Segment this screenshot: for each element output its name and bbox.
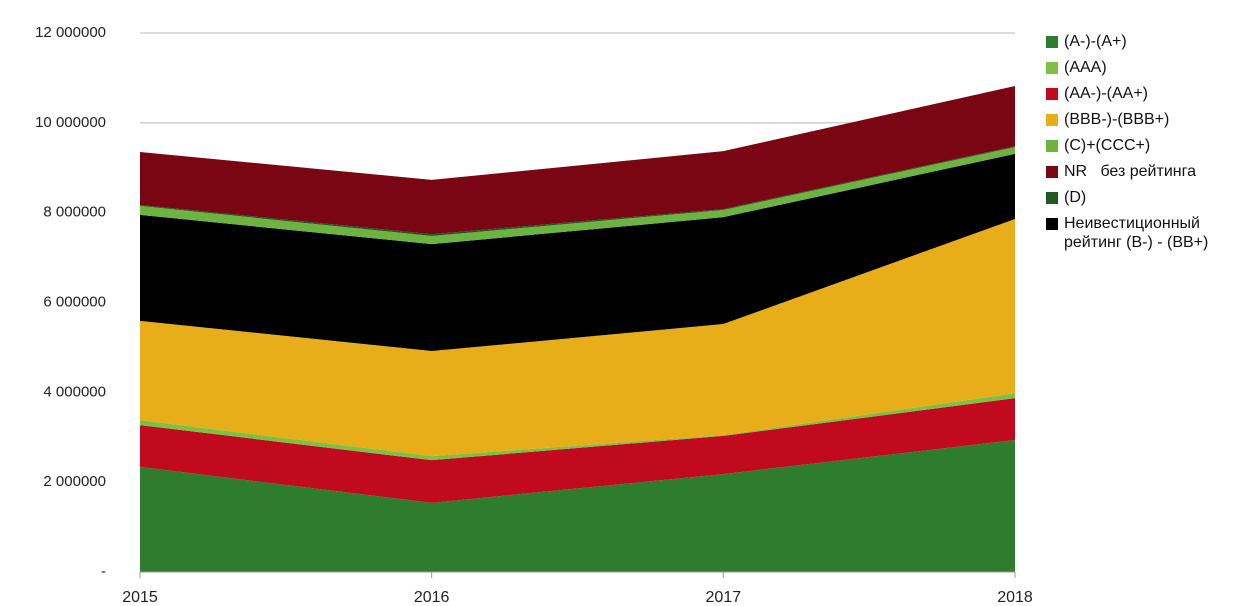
legend-item: (D) — [1046, 188, 1240, 207]
y-tick-label: 12 000000 — [35, 24, 106, 41]
x-tick-label: 2018 — [997, 589, 1033, 606]
legend-item: (C)+(CCC+) — [1046, 136, 1240, 155]
legend-label: (C)+(CCC+) — [1064, 137, 1151, 154]
legend-label: (A-)-(A+) — [1064, 33, 1127, 50]
legend-swatch — [1046, 192, 1058, 204]
legend-label: (AA-)-(AA+) — [1064, 85, 1148, 102]
x-tick-label: 2016 — [414, 589, 450, 606]
legend-label: (D) — [1064, 189, 1087, 206]
y-tick-label: 4 000000 — [43, 383, 106, 400]
legend-swatch — [1046, 218, 1058, 230]
legend-label: NR без рейтинга — [1064, 163, 1196, 180]
area — [140, 393, 1015, 461]
legend-swatch — [1046, 140, 1058, 152]
legend-label: Неивестиционный рейтинг (B-) - (BB+) — [1064, 215, 1209, 251]
area — [140, 439, 1015, 572]
x-tick-label: 2017 — [706, 589, 742, 606]
y-tick-label: 8 000000 — [43, 204, 106, 221]
legend-swatch — [1046, 36, 1058, 48]
legend-item: (BBB-)-(BBB+) — [1046, 110, 1240, 129]
x-tick-label: 2015 — [122, 589, 158, 606]
area — [140, 218, 1015, 457]
y-tick-label: 10 000000 — [35, 114, 106, 131]
legend: (A-)-(A+) (AAA) (AA-)-(AA+) (BBB-)-(BBB+) (C… — [1046, 32, 1240, 259]
y-tick-label: 2 000000 — [43, 473, 106, 490]
legend-label: (AAA) — [1064, 59, 1107, 76]
y-tick-label: 6 000000 — [43, 293, 106, 310]
chart: - 2 000000 4 000000 6 000000 8 000000 10 0000… — [35, 24, 1033, 606]
legend-item: Неивестиционный рейтинг (B-) - (BB+) — [1046, 214, 1240, 252]
area — [140, 86, 1015, 235]
legend-label: (BBB-)-(BBB+) — [1064, 111, 1170, 128]
legend-swatch — [1046, 166, 1058, 178]
legend-swatch — [1046, 114, 1058, 126]
legend-item: (A-)-(A+) — [1046, 32, 1240, 51]
legend-swatch — [1046, 88, 1058, 100]
legend-swatch — [1046, 62, 1058, 74]
legend-item: (AA-)-(AA+) — [1046, 84, 1240, 103]
legend-item: NR без рейтинга — [1046, 162, 1240, 181]
legend-item: (AAA) — [1046, 58, 1240, 77]
area — [140, 153, 1015, 352]
y-tick-label: - — [101, 563, 106, 580]
area — [140, 147, 1015, 245]
area — [140, 398, 1015, 503]
